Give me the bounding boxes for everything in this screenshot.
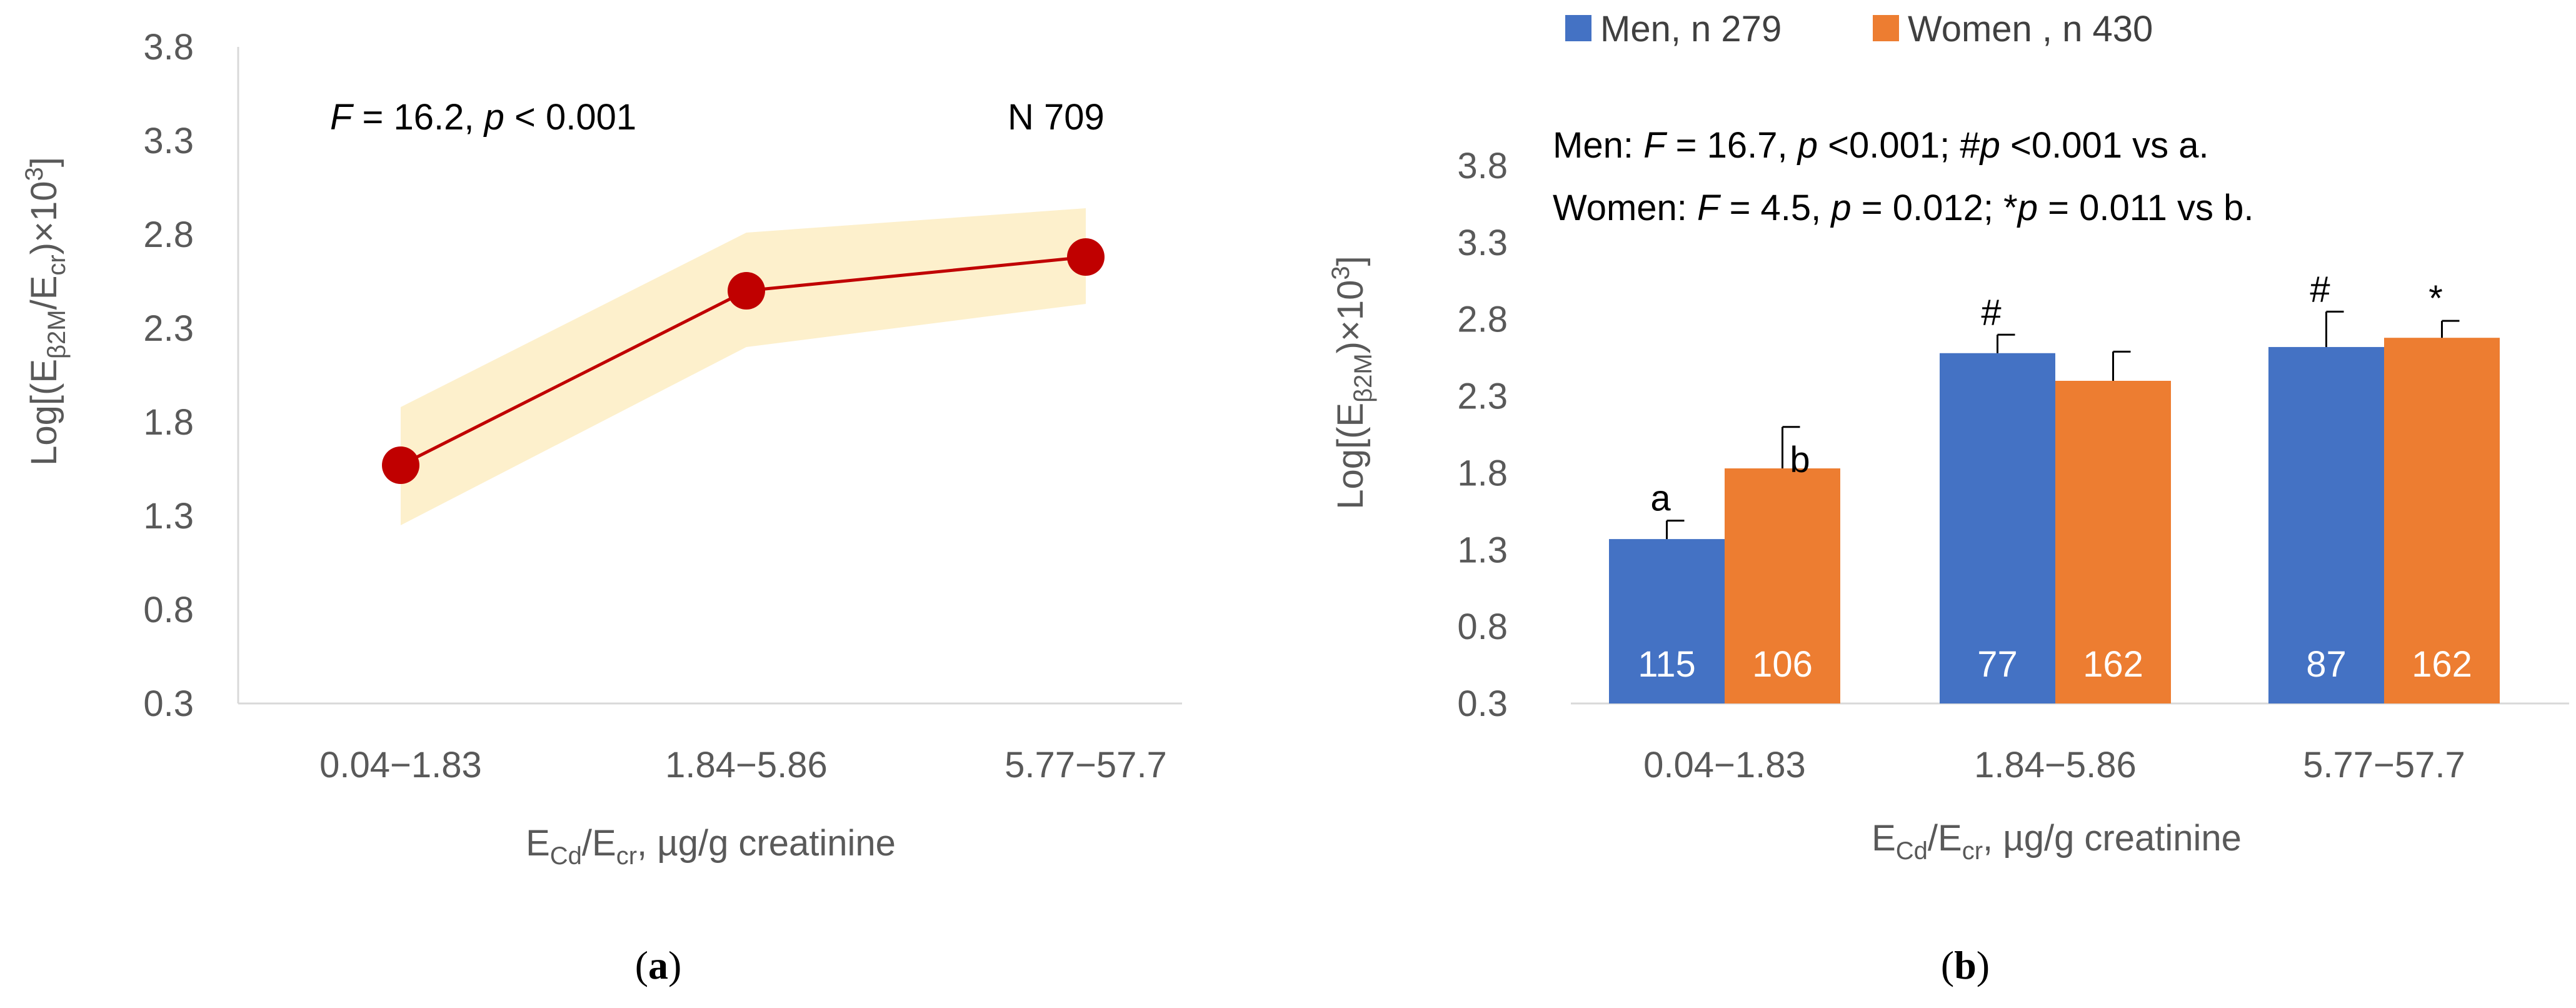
confidence-band [401,208,1086,525]
anova-annotation: F = 16.2, p < 0.001 [330,97,636,138]
bar-count-label: 115 [1638,644,1695,685]
y-tick-label: 2.3 [143,308,194,349]
x-tick-label: 5.77−57.7 [2303,745,2465,785]
men-anova-annotation: Men: F = 16.7, p <0.001; #p <0.001 vs a. [1553,125,2209,166]
x-tick-label: 0.04−1.83 [319,745,482,785]
y-tick-label: 2.8 [143,214,194,255]
y-tick-label: 2.3 [1457,376,1508,417]
y-tick-label: 0.8 [1457,607,1508,647]
bar-count-label: 106 [1752,644,1813,685]
bar-count-label: 162 [2412,644,2472,685]
panel-label-b: (b) [1941,943,1990,987]
x-axis-title: ECd/Ecr, µg/g creatinine [1872,818,2242,865]
legend-swatch-men [1565,15,1591,41]
x-tick-label: 0.04−1.83 [1643,745,1806,785]
legend-label-men: Men, n 279 [1600,9,1782,49]
y-tick-label: 1.3 [143,496,194,537]
significance-marker: # [1981,292,2001,333]
x-tick-labels: 0.04−1.83 1.84−5.86 5.77−57.7 [319,745,1167,785]
significance-marker: b [1790,440,1810,480]
y-tick-label: 1.8 [143,402,194,443]
y-tick-label: 0.3 [1457,683,1508,724]
bar-count-label: 77 [1977,644,2018,685]
x-axis-title: ECd/Ecr, µg/g creatinine [526,823,896,870]
y-tick-label: 3.8 [143,27,194,68]
y-tick-label: 3.8 [1457,146,1508,186]
bar-count-label: 162 [2083,644,2143,685]
bar [1940,353,2055,703]
women-anova-annotation: Women: F = 4.5, p = 0.012; *p = 0.011 vs… [1553,188,2254,228]
bar [2384,338,2500,703]
panel-label-a: (a) [635,943,682,987]
y-tick-label: 0.3 [143,683,194,724]
legend-swatch-women [1873,15,1899,41]
data-point [728,272,765,310]
y-axis-title: Log[(Eβ2M)×103] [1327,256,1377,510]
y-tick-label: 3.3 [143,121,194,161]
bar [1609,539,1725,703]
y-tick-label: 2.8 [1457,300,1508,340]
y-tick-label: 1.3 [1457,530,1508,570]
bar-count-label: 87 [2306,644,2347,685]
y-tick-label: 1.8 [1457,453,1508,493]
x-tick-label: 1.84−5.86 [665,745,828,785]
x-tick-labels: 0.04−1.83 1.84−5.86 5.77−57.7 [1643,745,2465,785]
legend-label-women: Women , n 430 [1908,9,2153,49]
series-points [382,238,1105,484]
bar [2055,381,2171,703]
sample-size-annotation: N 709 [1008,97,1105,138]
bars: 115 a 77 #87 #106 b 162 162 * [1609,269,2500,703]
x-tick-label: 1.84−5.86 [1974,745,2137,785]
legend: Men, n 279 Women , n 430 [1565,9,2153,49]
panel-b-bar-chart: Men, n 279 Women , n 430 Men: F = 16.7, … [1327,9,2569,987]
panel-a-line-chart: 3.8 3.3 2.8 2.3 1.8 1.3 0.8 0.3 0.04−1.83 1.84−5… [21,27,1182,987]
bar [1725,468,1840,703]
data-point [382,446,419,484]
y-tick-label: 3.3 [1457,223,1508,263]
significance-marker: * [2428,278,2443,319]
y-tick-label: 0.8 [143,590,194,630]
x-tick-label: 5.77−57.7 [1005,745,1167,785]
significance-marker: a [1650,478,1671,519]
bar [2268,346,2384,703]
significance-marker: # [2310,269,2330,310]
y-tick-labels: 3.8 3.3 2.8 2.3 1.8 1.3 0.8 0.3 [1457,146,1508,724]
y-tick-labels: 3.8 3.3 2.8 2.3 1.8 1.3 0.8 0.3 [143,27,194,724]
y-axis-title: Log[(Eβ2M/Ecr)×103] [21,157,71,466]
data-point [1067,238,1105,276]
